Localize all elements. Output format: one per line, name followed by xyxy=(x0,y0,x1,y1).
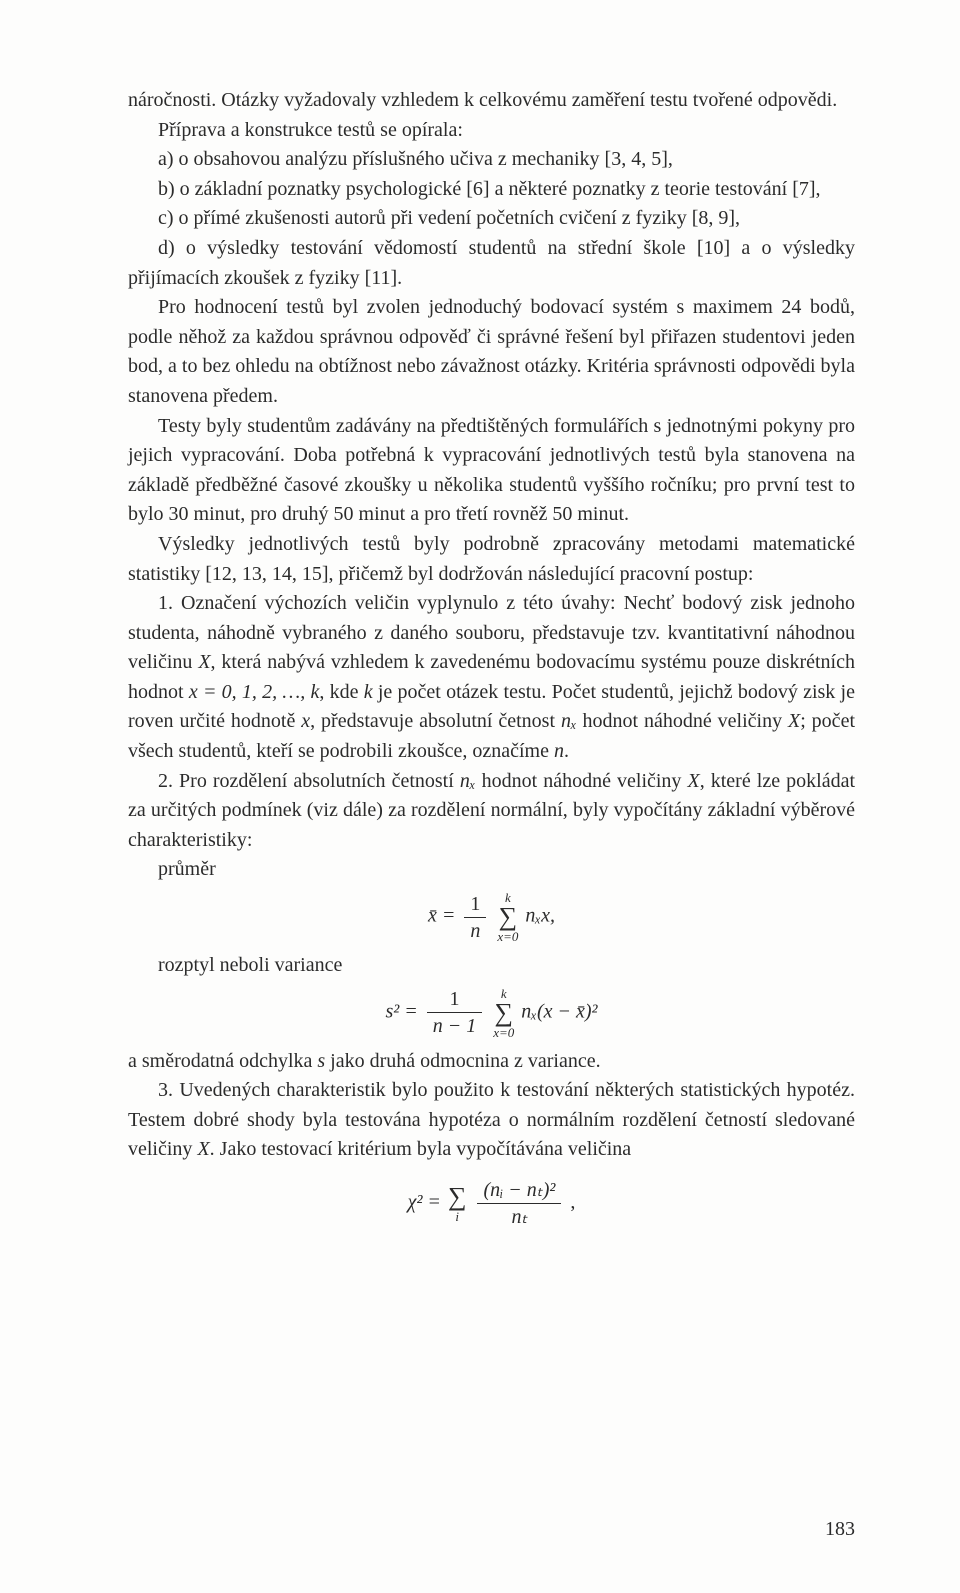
chi2-frac-den: nₜ xyxy=(477,1204,561,1228)
var-sum: k ∑ x=0 xyxy=(493,987,514,1039)
page: náročnosti. Otázky vyžadovaly vzhledem k… xyxy=(0,0,960,1593)
math-nx: nₓ xyxy=(561,710,577,732)
var-sum-bot: x=0 xyxy=(493,1026,514,1039)
sigma-icon: ∑ xyxy=(497,904,518,930)
sigma-icon: ∑ xyxy=(448,1184,467,1210)
var-lhs: s² = xyxy=(385,1000,417,1022)
chi2-frac-num: (nᵢ − nₜ)² xyxy=(477,1179,561,1204)
formula-mean: x̄ = 1 n k ∑ x=0 nₓx, xyxy=(128,891,855,943)
chi2-lhs: χ² = xyxy=(408,1191,441,1213)
paragraph-2-lead: Příprava a konstrukce testů se opírala: xyxy=(128,116,855,146)
paragraph-5: Výsledky jednotlivých testů byly podrobn… xyxy=(128,530,855,589)
math-xseq: x = 0, 1, 2, …, k xyxy=(189,681,320,703)
formula-chi2: χ² = ∑ i (nᵢ − nₜ)² nₜ , xyxy=(128,1179,855,1228)
formula-variance: s² = 1 n − 1 k ∑ x=0 nₓ(x − x̄)² xyxy=(128,987,855,1039)
p7-text-a: 2. Pro rozdělení absolutních četností xyxy=(158,770,460,792)
var-frac: 1 n − 1 xyxy=(427,988,483,1037)
chi2-sum-bot: i xyxy=(448,1210,467,1223)
paragraph-9: 3. Uvedených charakteristik bylo použito… xyxy=(128,1076,855,1165)
paragraph-3: Pro hodnocení testů byl zvolen jednoduch… xyxy=(128,293,855,411)
page-number: 183 xyxy=(825,1515,855,1545)
math-s: s xyxy=(317,1050,325,1072)
var-rhs: nₓ(x − x̄)² xyxy=(521,1000,597,1022)
mean-lhs: x̄ = xyxy=(428,905,455,927)
math-X3: X xyxy=(687,770,699,792)
math-nx2: nₓ xyxy=(460,770,476,792)
paragraph-4: Testy byly studentům zadávány na předtiš… xyxy=(128,412,855,530)
math-k: k xyxy=(364,681,373,703)
list-item-a: a) o obsahovou analýzu příslušného učiva… xyxy=(128,145,855,175)
p9-text-b: . Jako testovací kritérium byla vypočítá… xyxy=(210,1138,632,1160)
p6-text-h: . xyxy=(564,740,569,762)
paragraph-8: a směrodatná odchylka s jako druhá odmoc… xyxy=(128,1047,855,1077)
mean-rhs: nₓx, xyxy=(525,905,555,927)
p6-text-e: , představuje absolutní četnost xyxy=(310,710,561,732)
chi2-frac: (nᵢ − nₜ)² nₜ xyxy=(477,1179,561,1228)
p8-text-a: a směrodatná odchylka xyxy=(128,1050,317,1072)
paragraph-6: 1. Označení výchozích veličin vyplynulo … xyxy=(128,589,855,767)
chi2-tail: , xyxy=(570,1191,575,1213)
p8-text-b: jako druhá odmocnina z variance. xyxy=(325,1050,600,1072)
paragraph-7: 2. Pro rozdělení absolutních četností nₓ… xyxy=(128,767,855,856)
p6-text-c: , kde xyxy=(319,681,363,703)
mean-sum-bot: x=0 xyxy=(497,930,518,943)
mean-sum: k ∑ x=0 xyxy=(497,891,518,943)
sigma-icon: ∑ xyxy=(493,1000,514,1026)
math-X: X xyxy=(198,651,210,673)
variance-label: rozptyl neboli variance xyxy=(128,951,855,981)
mean-frac-num: 1 xyxy=(464,893,486,918)
paragraph-1: náročnosti. Otázky vyžadovaly vzhledem k… xyxy=(128,86,855,116)
list-item-d: d) o výsledky testování vědomostí studen… xyxy=(128,234,855,293)
var-frac-num: 1 xyxy=(427,988,483,1013)
chi2-sum: ∑ i xyxy=(448,1184,467,1223)
p7-text-b: hodnot náhodné veličiny xyxy=(476,770,688,792)
list-item-b: b) o základní poznatky psychologické [6]… xyxy=(128,175,855,205)
mean-label: průměr xyxy=(128,855,855,885)
math-n: n xyxy=(554,740,564,762)
list-item-c: c) o přímé zkušenosti autorů při vedení … xyxy=(128,204,855,234)
var-frac-den: n − 1 xyxy=(427,1013,483,1037)
math-X4: X xyxy=(197,1138,209,1160)
math-X2: X xyxy=(788,710,800,732)
p6-text-f: hodnot náhodné veličiny xyxy=(577,710,788,732)
mean-frac: 1 n xyxy=(464,893,486,942)
math-x: x xyxy=(301,710,310,732)
mean-frac-den: n xyxy=(464,918,486,942)
